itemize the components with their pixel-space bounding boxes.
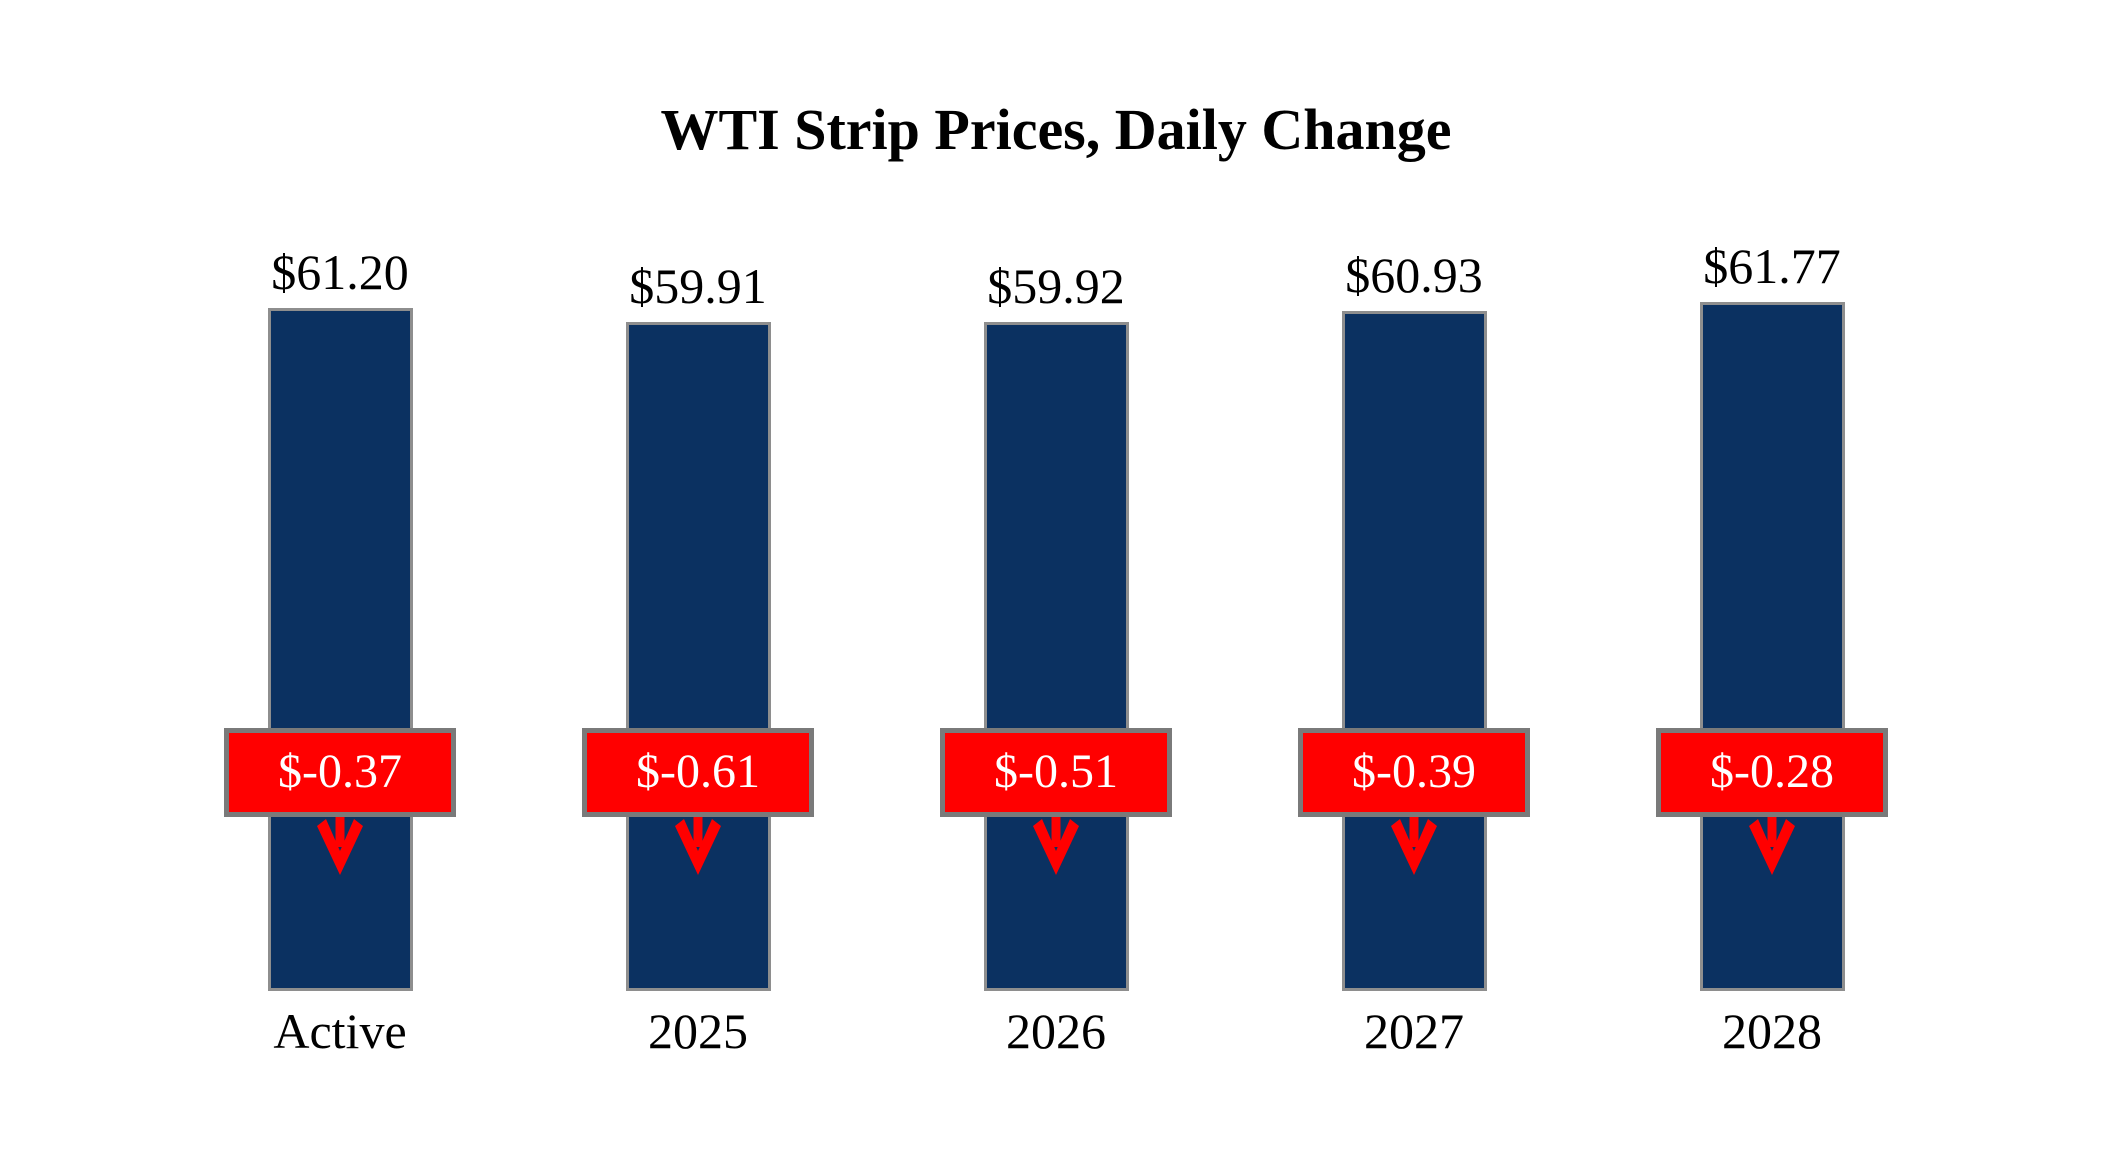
price-label: $61.20 — [271, 244, 409, 300]
price-label: $59.92 — [987, 258, 1125, 314]
down-arrow-icon — [675, 817, 721, 875]
down-arrow-icon — [1391, 817, 1437, 875]
category-label: 2027 — [1364, 1003, 1464, 1059]
price-label: $61.77 — [1703, 238, 1841, 294]
price-bar — [1341, 311, 1487, 991]
price-bar — [625, 322, 771, 991]
daily-change-badge: $-0.37 — [224, 728, 456, 817]
daily-change-badge: $-0.28 — [1656, 728, 1888, 817]
price-label: $59.91 — [629, 258, 767, 314]
daily-change-badge: $-0.39 — [1298, 728, 1530, 817]
price-bar — [1699, 302, 1845, 991]
down-arrow-icon — [1749, 817, 1795, 875]
category-label: Active — [273, 1003, 407, 1059]
down-arrow-icon — [317, 817, 363, 875]
daily-change-badge: $-0.51 — [940, 728, 1172, 817]
down-arrow-icon — [1033, 817, 1079, 875]
price-bar — [267, 308, 413, 991]
daily-change-badge: $-0.61 — [582, 728, 814, 817]
category-label: 2028 — [1722, 1003, 1822, 1059]
price-bar — [983, 322, 1129, 991]
category-label: 2026 — [1006, 1003, 1106, 1059]
chart-title: WTI Strip Prices, Daily Change — [660, 97, 1452, 162]
price-label: $60.93 — [1345, 247, 1483, 303]
category-label: 2025 — [648, 1003, 748, 1059]
